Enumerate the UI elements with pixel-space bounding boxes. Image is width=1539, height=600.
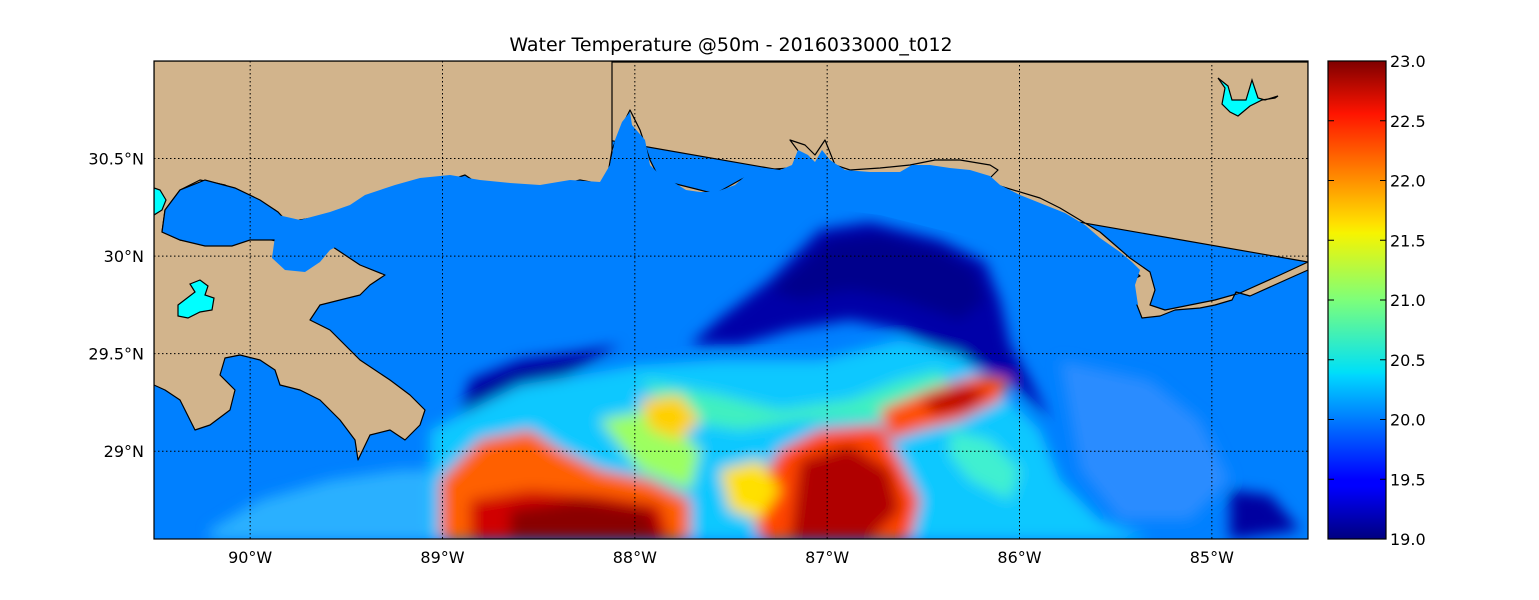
- latitude-tick-label: 29°N: [104, 442, 144, 461]
- latitude-tick-label: 30.5°N: [88, 150, 144, 169]
- colorbar-tick-label: 21.0: [1390, 291, 1426, 310]
- map-frame: [153, 60, 1309, 540]
- colorbar-tick-label: 19.5: [1390, 470, 1426, 489]
- colorbar-tick-label: 22.5: [1390, 112, 1426, 131]
- graticule: [154, 61, 1308, 539]
- colorbar-tick-label: 22.0: [1390, 172, 1426, 191]
- colorbar-tick-label: 23.0: [1390, 52, 1426, 71]
- longitude-tick-label: 87°W: [805, 548, 849, 567]
- colorbar-ticks: 19.0 19.5 20.0 20.5 21.0 21.5 22.0 22.5 23.0: [1328, 52, 1426, 549]
- longitude-tick-label: 88°W: [613, 548, 657, 567]
- colorbar-gradient: [1328, 61, 1386, 539]
- colorbar: 19.0 19.5 20.0 20.5 21.0 21.5 22.0 22.5 23.0: [1327, 52, 1426, 549]
- longitude-tick-label: 89°W: [420, 548, 464, 567]
- temperature-field: [154, 61, 1308, 539]
- map-title: Water Temperature @50m - 2016033000_t012: [509, 34, 953, 56]
- longitude-tick-label: 90°W: [228, 548, 272, 567]
- longitude-labels: 90°W 89°W 88°W 87°W 86°W 85°W: [228, 548, 1234, 567]
- latitude-tick-label: 29.5°N: [88, 345, 144, 364]
- longitude-tick-label: 85°W: [1190, 548, 1234, 567]
- lake: [154, 77, 1279, 319]
- longitude-tick-label: 86°W: [997, 548, 1041, 567]
- colorbar-tick-label: 21.5: [1390, 231, 1426, 250]
- map-panel: 90°W 89°W 88°W 87°W 86°W 85°W 30.5°N 30°N 29.5°…: [88, 60, 1309, 567]
- colorbar-tick-label: 19.0: [1390, 530, 1426, 549]
- colorbar-tick-label: 20.5: [1390, 351, 1426, 370]
- latitude-labels: 30.5°N 30°N 29.5°N 29°N: [88, 150, 144, 462]
- colorbar-tick-label: 20.0: [1390, 411, 1426, 430]
- latitude-tick-label: 30°N: [104, 247, 144, 266]
